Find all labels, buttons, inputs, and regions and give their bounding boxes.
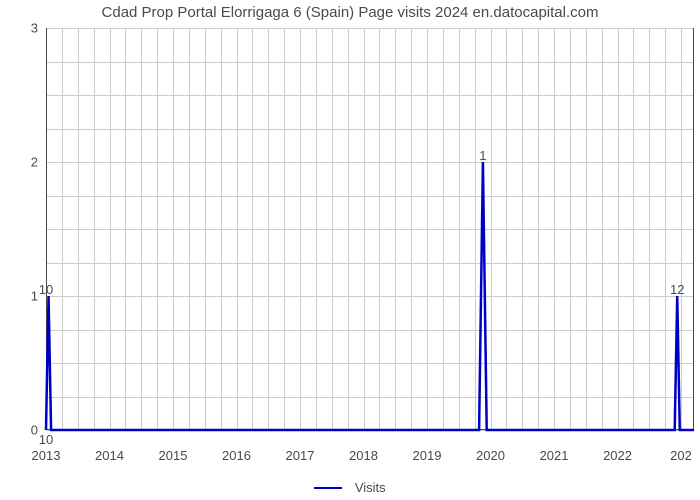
x-tick-label: 2020	[476, 448, 505, 463]
y-tick-label: 3	[8, 21, 38, 36]
visits-chart: Cdad Prop Portal Elorrigaga 6 (Spain) Pa…	[0, 0, 700, 500]
y-tick-label: 0	[8, 423, 38, 438]
x-secondary-label: 10	[39, 432, 53, 447]
series-line	[46, 28, 694, 430]
x-tick-label: 2018	[349, 448, 378, 463]
value-label: 10	[39, 282, 53, 297]
x-tick-label: 2019	[413, 448, 442, 463]
legend-swatch	[314, 487, 342, 490]
y-tick-label: 2	[8, 155, 38, 170]
x-tick-label: 2013	[32, 448, 61, 463]
x-tick-label: 2021	[540, 448, 569, 463]
value-label: 1	[479, 148, 486, 163]
x-tick-label: 202	[670, 448, 692, 463]
x-tick-label: 2014	[95, 448, 124, 463]
x-tick-label: 2016	[222, 448, 251, 463]
x-tick-label: 2017	[286, 448, 315, 463]
x-tick-label: 2022	[603, 448, 632, 463]
chart-legend: Visits	[0, 479, 700, 497]
y-tick-label: 1	[8, 289, 38, 304]
legend-label: Visits	[355, 480, 386, 495]
value-label: 12	[670, 282, 684, 297]
plot-area: 0123201320142015201620172018201920202021…	[46, 28, 694, 430]
x-tick-label: 2015	[159, 448, 188, 463]
chart-title: Cdad Prop Portal Elorrigaga 6 (Spain) Pa…	[0, 4, 700, 21]
